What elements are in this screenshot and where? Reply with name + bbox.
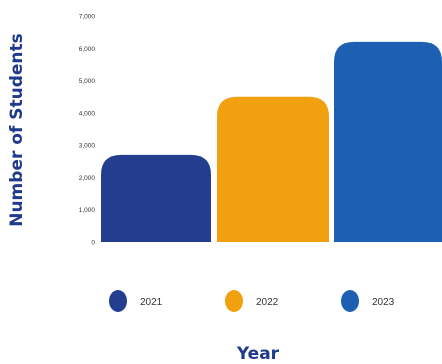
y-tick-label: 7,000 — [79, 14, 96, 21]
bar-2022 — [217, 96, 329, 242]
y-tick-labels: 0 1,000 2,000 3,000 4,000 5,000 6,000 7,000 — [79, 14, 96, 247]
legend-marker-2021 — [109, 290, 127, 312]
y-tick-label: 2,000 — [79, 175, 96, 182]
bars — [101, 41, 442, 243]
legend-marker-2022 — [225, 290, 243, 312]
y-tick-label: 6,000 — [79, 46, 96, 53]
bar-2023 — [334, 41, 442, 243]
legend-label-2021: 2021 — [140, 297, 163, 308]
y-tick-label: 1,000 — [79, 207, 96, 214]
legend-marker-2023 — [341, 290, 359, 312]
legend: 2021 2022 2023 — [109, 290, 395, 312]
y-tick-label: 5,000 — [79, 78, 96, 85]
y-tick-label: 4,000 — [79, 110, 96, 117]
y-axis-label: Number of Students — [7, 33, 27, 227]
legend-label-2023: 2023 — [372, 297, 395, 308]
x-axis-label: Year — [236, 344, 280, 364]
legend-label-2022: 2022 — [256, 297, 279, 308]
y-tick-label: 3,000 — [79, 143, 96, 150]
y-tick-label: 0 — [91, 240, 95, 247]
bar-2021 — [101, 154, 211, 242]
